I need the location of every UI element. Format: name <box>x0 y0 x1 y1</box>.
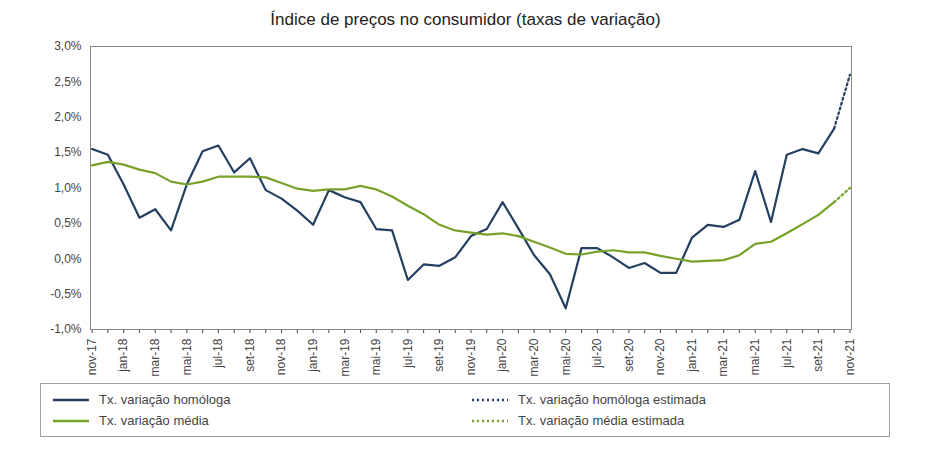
svg-text:3,0%: 3,0% <box>54 39 82 53</box>
svg-text:jul-18: jul-18 <box>211 338 225 369</box>
svg-text:nov-20: nov-20 <box>653 338 667 375</box>
html-text:Tx. variação homóloga estimada: Tx. variação homóloga estimada <box>518 392 706 407</box>
svg-text:jan-20: jan-20 <box>495 338 509 373</box>
svg-text:mar-20: mar-20 <box>527 338 541 376</box>
svg-text:mai-19: mai-19 <box>369 338 383 375</box>
svg-text:mai-20: mai-20 <box>559 338 573 375</box>
svg-text:0,5%: 0,5% <box>54 216 82 230</box>
svg-text:nov-21: nov-21 <box>843 338 857 375</box>
html-text:Tx. variação homóloga: Tx. variação homóloga <box>99 392 231 407</box>
svg-text:set-21: set-21 <box>811 338 825 372</box>
svg-text:set-20: set-20 <box>622 338 636 372</box>
svg-text:nov-19: nov-19 <box>464 338 478 375</box>
svg-text:-0,5%: -0,5% <box>50 287 82 301</box>
svg-text:2,5%: 2,5% <box>54 75 82 89</box>
svg-text:jan-21: jan-21 <box>685 338 699 373</box>
svg-text:mai-18: mai-18 <box>180 338 194 375</box>
svg-text:jan-19: jan-19 <box>306 338 320 373</box>
svg-text:-1,0%: -1,0% <box>50 322 82 336</box>
svg-text:jul-21: jul-21 <box>780 338 794 369</box>
svg-text:mar-18: mar-18 <box>148 338 162 376</box>
svg-text:0,0%: 0,0% <box>54 252 82 266</box>
svg-text:1,0%: 1,0% <box>54 181 82 195</box>
svg-text:set-18: set-18 <box>243 338 257 372</box>
html-text:Índice de preços no consumidor: Índice de preços no consumidor (taxas de… <box>270 10 661 29</box>
svg-text:mar-19: mar-19 <box>338 338 352 376</box>
html-text:Tx. variação média: Tx. variação média <box>99 413 209 428</box>
svg-text:jul-19: jul-19 <box>401 338 415 369</box>
svg-text:jul-20: jul-20 <box>590 338 604 369</box>
html-text:Tx. variação média estimada: Tx. variação média estimada <box>518 413 685 428</box>
svg-text:jan-18: jan-18 <box>116 338 130 373</box>
svg-text:mai-21: mai-21 <box>748 338 762 375</box>
svg-text:nov-18: nov-18 <box>274 338 288 375</box>
svg-text:set-19: set-19 <box>432 338 446 372</box>
svg-text:1,5%: 1,5% <box>54 145 82 159</box>
svg-text:mar-21: mar-21 <box>716 338 730 376</box>
svg-text:2,0%: 2,0% <box>54 110 82 124</box>
svg-text:nov-17: nov-17 <box>85 338 99 375</box>
